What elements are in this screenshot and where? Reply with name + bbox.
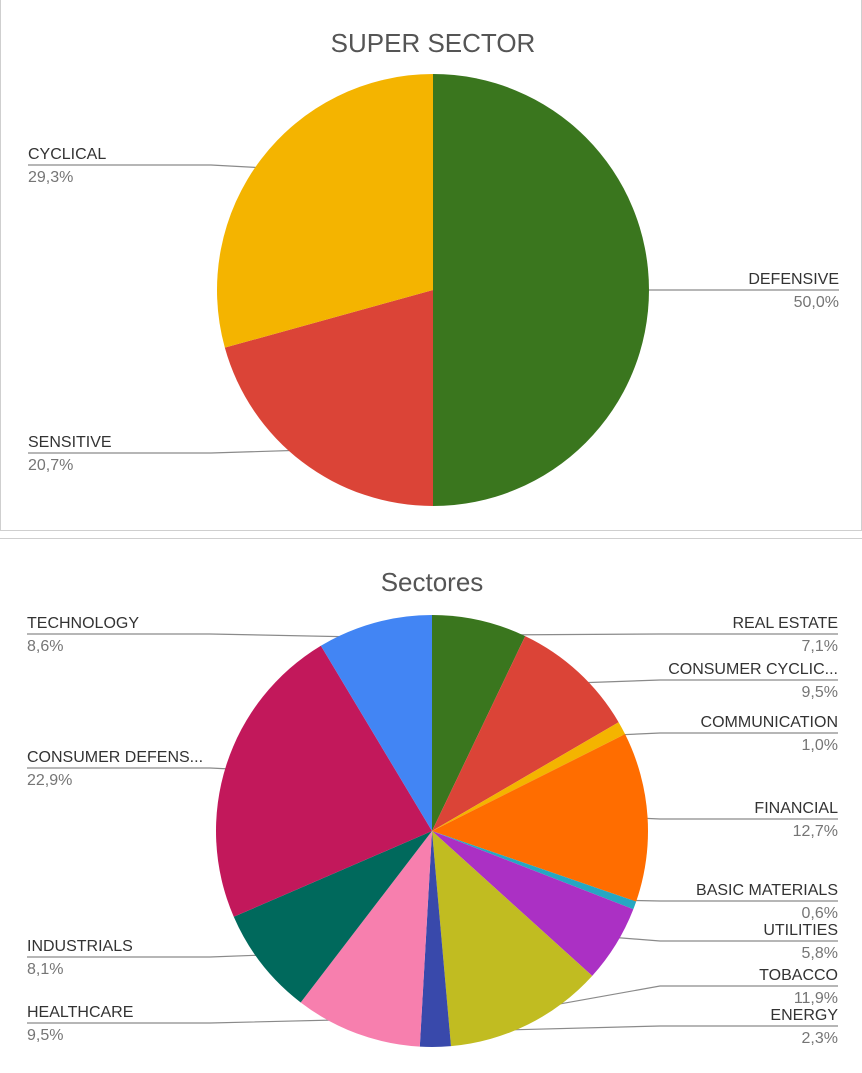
slice-label-consumer-cyclic: CONSUMER CYCLIC... xyxy=(668,661,838,678)
slice-percent-communication: 1,0% xyxy=(802,737,838,754)
slice-label-communication: COMMUNICATION xyxy=(701,714,838,731)
leader-line-communication xyxy=(608,732,838,736)
slice-percent-utilities: 5,8% xyxy=(802,945,838,962)
leader-line-technology xyxy=(27,633,379,639)
pie-slice-energy xyxy=(419,831,451,1047)
leader-line-real-estate xyxy=(476,633,838,636)
slice-percent-sensitive: 20,7% xyxy=(28,457,73,474)
panel-gap xyxy=(0,531,862,538)
slice-percent-financial: 12,7% xyxy=(793,823,838,840)
pie-slice-real-estate xyxy=(432,615,526,831)
leader-line-utilities xyxy=(602,935,838,942)
slice-percent-cyclical: 29,3% xyxy=(28,169,73,186)
slice-label-utilities: UTILITIES xyxy=(763,922,838,939)
super-sector-chart-panel: SUPER SECTOR DEFENSIVE 50,0% SENSITIVE 20,7… xyxy=(0,0,862,531)
slice-label-industrials: INDUSTRIALS xyxy=(27,938,133,955)
pie-slice-tobacco xyxy=(432,831,593,1047)
slice-label-cyclical: CYCLICAL xyxy=(28,146,106,163)
leader-line-financial xyxy=(632,817,838,820)
leader-line-sensitive xyxy=(28,449,312,454)
sectores-pie-chart: Sectores REAL ESTATE 7,1% CONSUMER CYCLIC.… xyxy=(27,567,838,1047)
leader-line-healthcare xyxy=(27,1018,363,1024)
slice-label-defensive: DEFENSIVE xyxy=(748,271,839,288)
slice-percent-energy: 2,3% xyxy=(802,1030,838,1047)
pie-slice-defensive xyxy=(433,74,649,506)
slice-percent-defensive: 50,0% xyxy=(794,294,839,311)
sectores-chart-panel: Sectores REAL ESTATE 7,1% CONSUMER CYCLIC.… xyxy=(0,538,862,1072)
slice-label-financial: FINANCIAL xyxy=(754,800,838,817)
slice-percent-tobacco: 11,9% xyxy=(794,990,838,1007)
pie-slice-healthcare xyxy=(300,831,432,1047)
pie-slice-communication xyxy=(432,722,626,831)
slice-label-consumer-defens: CONSUMER DEFENS... xyxy=(27,749,203,766)
pie-slice-financial xyxy=(432,734,648,902)
chart-title: SUPER SECTOR xyxy=(331,28,536,58)
slice-percent-real-estate: 7,1% xyxy=(802,638,838,655)
slice-label-technology: TECHNOLOGY xyxy=(27,615,139,632)
slice-percent-basic-materials: 0,6% xyxy=(802,905,838,922)
leader-line-cyclical xyxy=(28,164,274,169)
pie-slice-utilities xyxy=(432,831,634,976)
slice-percent-consumer-defens: 22,9% xyxy=(27,772,72,789)
leader-line-basic-materials xyxy=(620,899,838,902)
slice-percent-industrials: 8,1% xyxy=(27,961,63,978)
pie-slice-technology xyxy=(320,615,432,831)
pie-slice-cyclical xyxy=(217,74,433,348)
leader-line-consumer-cyclic xyxy=(568,679,838,684)
leader-line-industrials xyxy=(27,954,274,958)
super-sector-pie-chart: SUPER SECTOR DEFENSIVE 50,0% SENSITIVE 20,7… xyxy=(28,28,839,506)
pie-slice-industrials xyxy=(233,831,432,1003)
leader-line-tobacco xyxy=(521,985,838,1012)
slice-percent-consumer-cyclic: 9,5% xyxy=(802,684,838,701)
pie-slice-consumer-cyclic xyxy=(432,636,619,831)
pie-slice-sensitive xyxy=(224,290,433,506)
slice-label-sensitive: SENSITIVE xyxy=(28,434,112,451)
slice-label-healthcare: HEALTHCARE xyxy=(27,1004,133,1021)
leader-line-consumer-defens xyxy=(27,767,241,771)
pie-slice-consumer-defens xyxy=(216,645,432,917)
slice-percent-technology: 8,6% xyxy=(27,638,63,655)
slice-label-real-estate: REAL ESTATE xyxy=(732,615,838,632)
chart-title: Sectores xyxy=(381,567,484,597)
slice-percent-healthcare: 9,5% xyxy=(27,1027,63,1044)
slice-label-tobacco: TOBACCO xyxy=(759,967,838,984)
pie-slice-basic-materials xyxy=(432,831,637,910)
slice-label-energy: ENERGY xyxy=(770,1007,838,1024)
slice-label-basic-materials: BASIC MATERIALS xyxy=(696,882,838,899)
